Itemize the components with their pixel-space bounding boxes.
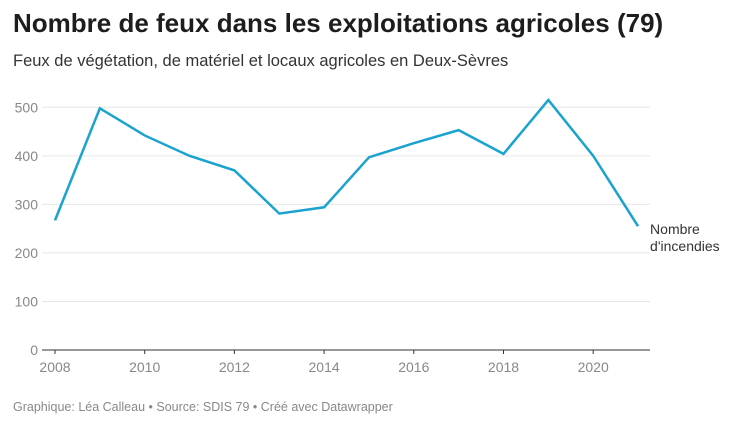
x-tick-label: 2016: [398, 359, 429, 375]
y-tick-label: 500: [15, 99, 39, 115]
series-line: [53, 98, 640, 227]
series-label: d'incendies: [650, 238, 720, 254]
x-tick-label: 2020: [578, 359, 609, 375]
chart-footer: Graphique: Léa Calleau • Source: SDIS 79…: [13, 400, 393, 414]
x-tick-label: 2010: [129, 359, 160, 375]
chart-subtitle: Feux de végétation, de matériel et locau…: [13, 52, 509, 70]
x-tick-label: 2018: [488, 359, 519, 375]
y-tick-label: 400: [15, 148, 39, 164]
series-label: Nombre: [650, 221, 700, 237]
x-tick-label: 2014: [309, 359, 340, 375]
y-tick-label: 200: [15, 245, 39, 261]
chart-title: Nombre de feux dans les exploitations ag…: [13, 8, 664, 38]
x-tick-label: 2008: [39, 359, 70, 375]
y-tick-label: 0: [30, 342, 38, 358]
x-tick-label: 2012: [219, 359, 250, 375]
y-tick-label: 300: [15, 196, 39, 212]
y-tick-label: 100: [15, 293, 39, 309]
